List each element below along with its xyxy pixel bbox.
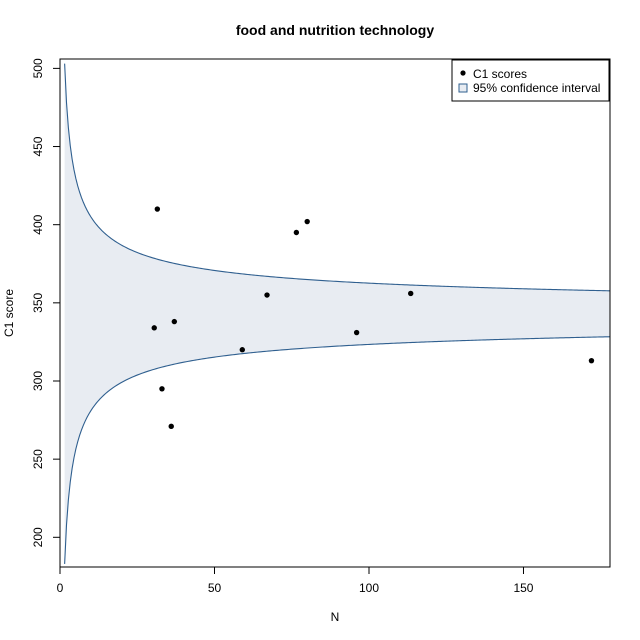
legend: C1 scores 95% confidence interval — [451, 59, 610, 102]
data-point — [168, 423, 174, 430]
data-point — [151, 325, 157, 331]
data-point — [171, 318, 178, 325]
legend-entry-interval: 95% confidence interval — [473, 81, 600, 95]
y-tick-label: 200 — [31, 527, 45, 547]
y-axis-label: C1 score — [2, 289, 16, 337]
legend-point-symbol — [460, 70, 466, 76]
data-point — [239, 347, 246, 353]
y-tick-label: 400 — [31, 214, 45, 234]
x-axis-label: N — [331, 610, 340, 624]
y-tick-label: 500 — [31, 58, 45, 78]
confidence-band-area — [64, 63, 610, 564]
x-tick-label: 150 — [513, 581, 533, 595]
confidence-lower-line — [64, 336, 610, 564]
data-point — [408, 290, 414, 297]
confidence-band — [64, 63, 610, 564]
x-tick-label: 50 — [208, 581, 222, 595]
data-points — [151, 206, 595, 430]
y-axis: 200 250 300 350 400 450 500 — [31, 58, 61, 547]
x-tick-label: 100 — [359, 581, 379, 595]
data-point — [304, 218, 310, 225]
confidence-upper-line — [64, 63, 610, 292]
y-tick-label: 450 — [31, 136, 45, 156]
chart-title: food and nutrition technology — [236, 22, 435, 38]
data-point — [588, 357, 595, 364]
legend-box — [451, 59, 610, 102]
data-point — [353, 329, 360, 336]
x-axis: 0 50 100 150 — [57, 566, 534, 595]
data-point — [154, 206, 161, 212]
legend-band-symbol — [458, 83, 468, 93]
y-tick-label: 250 — [31, 449, 45, 469]
legend-entry-scores: C1 scores — [473, 67, 527, 81]
y-tick-label: 300 — [31, 371, 45, 391]
x-tick-label: 0 — [57, 581, 64, 595]
data-point — [159, 386, 165, 392]
data-point — [293, 229, 300, 236]
data-point — [264, 292, 270, 298]
y-tick-label: 350 — [31, 293, 45, 313]
